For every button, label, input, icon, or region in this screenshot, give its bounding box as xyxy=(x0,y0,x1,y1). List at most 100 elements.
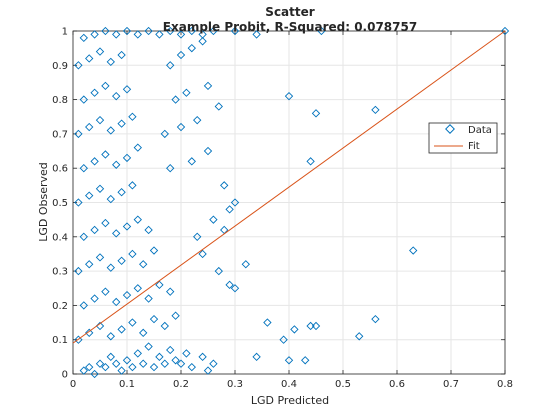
data-point xyxy=(133,215,142,224)
data-point xyxy=(117,50,126,60)
data-point xyxy=(128,181,137,190)
data-point xyxy=(117,256,126,265)
data-point xyxy=(79,33,88,43)
data-point xyxy=(355,332,364,341)
data-point xyxy=(101,26,110,36)
x-axis-label: LGD Predicted xyxy=(251,394,329,407)
data-point xyxy=(171,356,180,365)
x-tick-label: 0.2 xyxy=(173,379,189,390)
data-point xyxy=(166,61,175,70)
data-point xyxy=(128,112,137,121)
y-tick-label: 0.8 xyxy=(52,95,68,106)
data-point xyxy=(144,225,153,235)
data-point xyxy=(176,50,186,60)
data-point xyxy=(79,232,88,241)
data-point xyxy=(409,246,418,255)
data-point xyxy=(166,287,175,296)
chart-title: Scatter xyxy=(265,5,314,19)
data-point xyxy=(198,37,207,46)
data-point xyxy=(166,345,175,355)
data-point xyxy=(198,249,207,259)
data-point xyxy=(101,150,110,159)
data-point xyxy=(74,198,83,207)
data-point xyxy=(187,157,196,166)
data-point xyxy=(122,222,132,231)
data-point xyxy=(290,325,299,334)
data-point xyxy=(155,30,164,39)
x-tick-label: 0.7 xyxy=(443,379,459,390)
data-point xyxy=(252,352,261,362)
data-point xyxy=(117,119,126,128)
data-point xyxy=(85,362,94,372)
data-point xyxy=(112,160,121,169)
data-point xyxy=(106,57,115,67)
data-point xyxy=(220,225,229,235)
data-point xyxy=(176,30,186,39)
data-point xyxy=(74,61,83,70)
data-point xyxy=(203,81,213,91)
data-point xyxy=(306,157,315,166)
data-point xyxy=(112,297,121,307)
data-point xyxy=(112,229,121,238)
data-point xyxy=(122,26,132,36)
data-point xyxy=(85,260,94,269)
data-point xyxy=(112,91,121,101)
data-point xyxy=(279,335,288,344)
data-point xyxy=(193,232,202,241)
data-point xyxy=(371,105,380,115)
data-point xyxy=(79,301,88,310)
data-point xyxy=(284,356,294,365)
data-point xyxy=(203,366,213,375)
data-point xyxy=(225,205,234,214)
data-point xyxy=(214,102,223,111)
legend-fit-label: Fit xyxy=(468,141,480,152)
data-point xyxy=(284,91,294,101)
data-point xyxy=(252,30,261,39)
x-tick-label: 0.1 xyxy=(119,379,135,390)
legend-box xyxy=(428,122,498,154)
data-point xyxy=(241,260,250,269)
data-point xyxy=(371,314,380,324)
data-point xyxy=(182,349,191,358)
data-point xyxy=(79,366,88,375)
data-point xyxy=(220,181,229,190)
data-point xyxy=(139,359,148,368)
data-point xyxy=(79,95,88,104)
data-point xyxy=(230,198,240,207)
data-point xyxy=(198,352,207,362)
data-point xyxy=(176,122,186,132)
data-point xyxy=(171,311,180,320)
data-point xyxy=(160,359,169,368)
y-tick-label: 0.1 xyxy=(52,335,68,346)
data-point xyxy=(187,362,196,372)
data-point xyxy=(214,266,223,276)
data-point xyxy=(112,30,121,39)
data-point xyxy=(149,246,159,255)
fit-line xyxy=(72,30,506,344)
data-point xyxy=(95,359,105,368)
ticks: 0 0.1 0.2 0.3 0.4 0.5 0.6 0.7 0.8 0 0.1 0.2 0.3 0.4 0.… xyxy=(52,27,513,391)
data-point xyxy=(106,352,115,362)
data-point xyxy=(122,356,132,365)
y-tick-label: 1 xyxy=(62,27,68,38)
data-point xyxy=(176,359,186,368)
data-point xyxy=(106,126,115,135)
y-axis-label: LGD Observed xyxy=(37,162,50,242)
data-point xyxy=(74,129,83,139)
data-point xyxy=(133,30,142,39)
data-point xyxy=(128,362,137,372)
y-tick-label: 0.5 xyxy=(52,198,68,209)
x-tick-label: 0 xyxy=(70,379,76,390)
fit-layer xyxy=(72,30,506,344)
data-point xyxy=(203,146,213,156)
x-tick-label: 0.4 xyxy=(281,379,297,390)
data-point xyxy=(263,318,272,327)
data-point xyxy=(95,116,105,125)
data-point xyxy=(106,194,115,204)
data-point xyxy=(90,88,99,97)
data-point xyxy=(95,47,105,56)
data-layer xyxy=(74,26,510,379)
data-point xyxy=(139,328,148,338)
data-point xyxy=(225,280,234,289)
data-point xyxy=(155,352,164,362)
